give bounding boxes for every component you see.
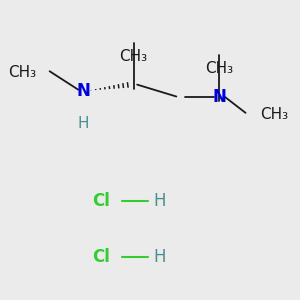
Text: Cl: Cl (92, 191, 110, 209)
Text: H: H (154, 248, 167, 266)
Text: H: H (78, 116, 89, 131)
Text: H: H (154, 191, 167, 209)
Text: CH₃: CH₃ (205, 61, 233, 76)
Text: N: N (212, 88, 226, 106)
Text: CH₃: CH₃ (260, 107, 288, 122)
Text: CH₃: CH₃ (119, 49, 148, 64)
Text: CH₃: CH₃ (8, 65, 36, 80)
Text: Cl: Cl (92, 248, 110, 266)
Text: N: N (76, 82, 90, 100)
